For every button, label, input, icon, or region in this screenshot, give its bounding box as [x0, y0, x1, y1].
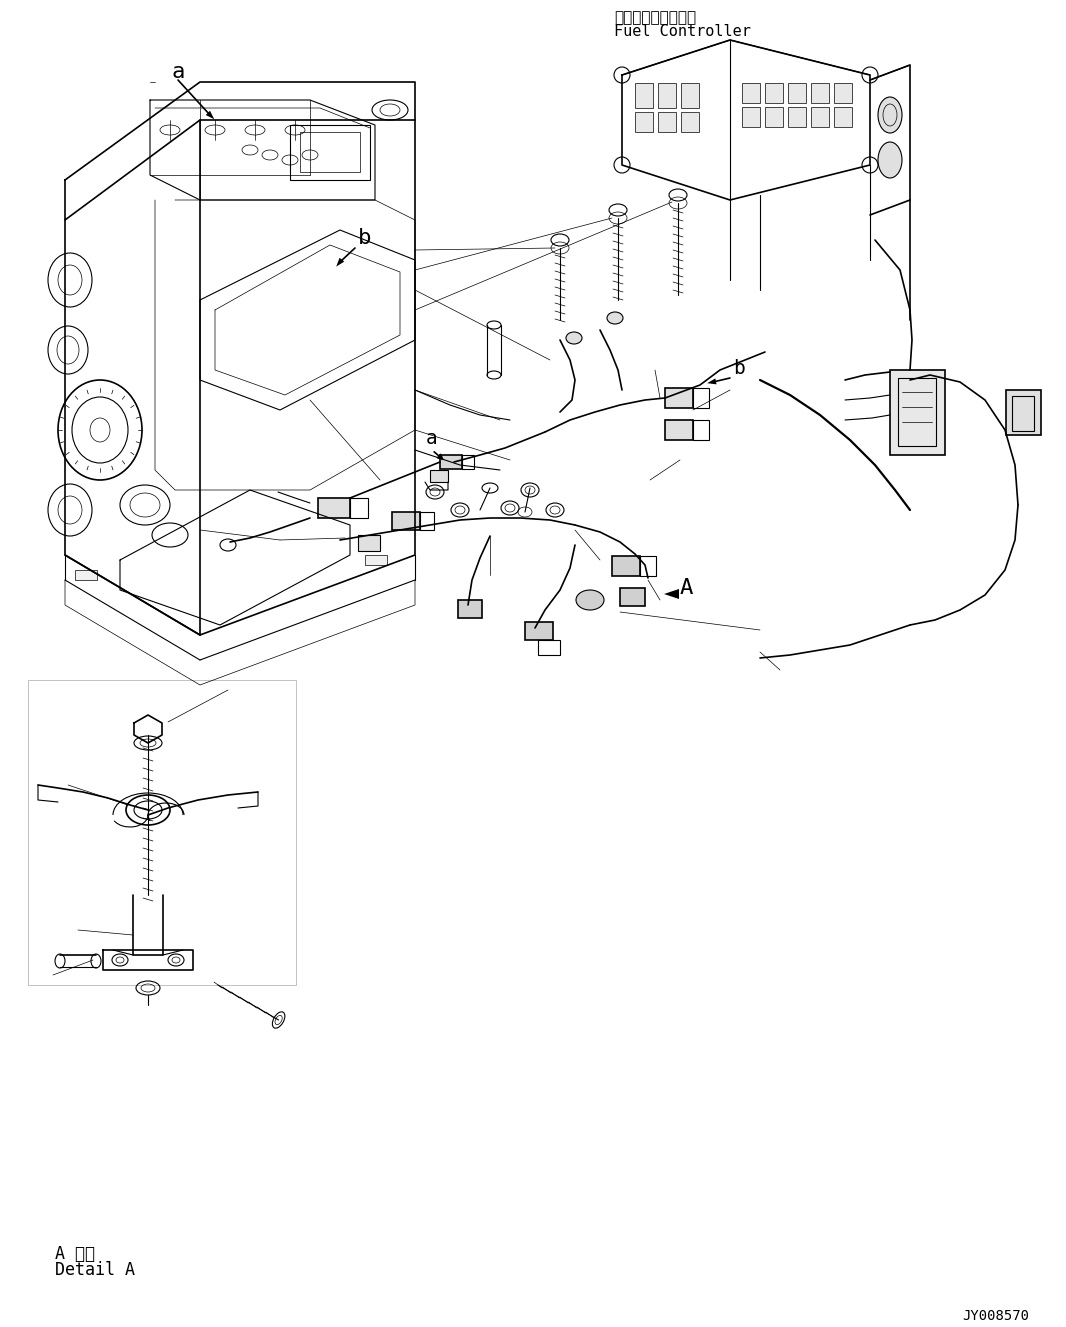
Bar	[658, 84, 676, 107]
Bar	[458, 600, 482, 618]
Ellipse shape	[607, 312, 623, 324]
Text: A 詳細: A 詳細	[55, 1245, 95, 1263]
Bar	[462, 455, 474, 468]
Polygon shape	[664, 589, 679, 598]
Bar	[788, 84, 806, 104]
Bar	[681, 111, 699, 131]
Bar	[392, 512, 420, 529]
Bar	[635, 84, 653, 107]
Bar	[811, 107, 829, 127]
Ellipse shape	[878, 97, 902, 133]
Bar	[681, 84, 699, 107]
Text: Detail A: Detail A	[55, 1261, 135, 1279]
Bar	[834, 84, 852, 104]
Bar	[538, 640, 560, 656]
Bar	[1012, 395, 1034, 431]
Bar	[890, 370, 944, 455]
Bar	[620, 588, 645, 606]
Bar	[788, 107, 806, 127]
Bar	[420, 512, 434, 529]
Bar	[524, 622, 553, 640]
Ellipse shape	[878, 142, 902, 178]
Polygon shape	[206, 110, 214, 119]
Text: JY008570: JY008570	[962, 1308, 1029, 1323]
Bar	[28, 679, 296, 985]
Text: a: a	[426, 429, 438, 447]
Text: b: b	[733, 358, 745, 377]
Bar	[635, 111, 653, 131]
Bar	[693, 421, 709, 441]
Bar	[658, 111, 676, 131]
Bar	[765, 84, 784, 104]
Bar	[318, 498, 350, 518]
Bar	[640, 556, 656, 576]
Text: A: A	[680, 579, 693, 598]
Bar	[430, 470, 448, 482]
Bar	[811, 84, 829, 104]
Text: Fuel Controller: Fuel Controller	[614, 24, 750, 40]
Bar	[742, 107, 760, 127]
Ellipse shape	[576, 591, 604, 610]
Bar	[1006, 390, 1041, 435]
Bar	[665, 387, 693, 407]
Polygon shape	[707, 378, 716, 385]
Polygon shape	[336, 257, 344, 267]
Bar	[693, 387, 709, 407]
Bar	[834, 107, 852, 127]
Bar	[898, 378, 936, 446]
Bar	[290, 125, 370, 180]
Bar	[300, 131, 360, 173]
Bar	[765, 107, 784, 127]
Bar	[358, 535, 379, 551]
Text: a: a	[172, 62, 184, 82]
Bar	[742, 84, 760, 104]
Text: b: b	[358, 228, 371, 248]
Bar	[665, 421, 693, 441]
Bar	[75, 571, 97, 580]
Text: フェルコントローラ: フェルコントローラ	[614, 11, 696, 25]
Bar	[365, 555, 387, 565]
Bar	[350, 498, 368, 518]
Ellipse shape	[566, 332, 582, 344]
Bar	[612, 556, 640, 576]
Bar	[440, 455, 462, 468]
